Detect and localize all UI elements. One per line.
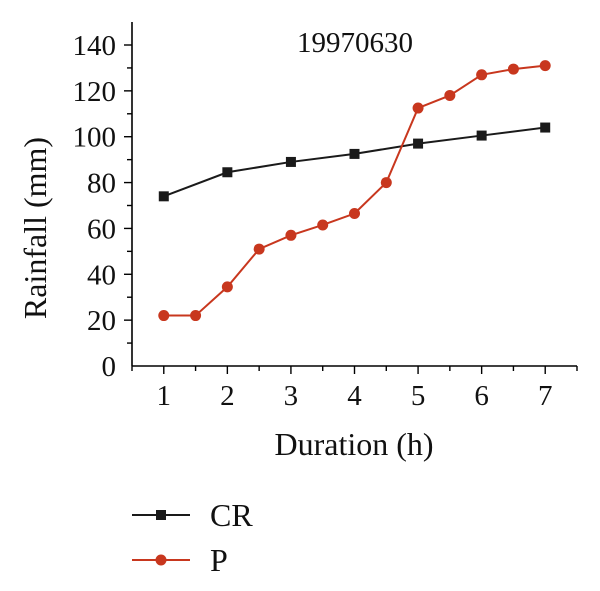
chart-title: 19970630	[297, 27, 413, 59]
y-tick-label-0: 0	[102, 351, 117, 383]
data-point-p	[317, 219, 328, 230]
data-point-cr	[159, 191, 169, 201]
x-tick-label-5: 5	[411, 380, 426, 412]
data-point-p	[222, 281, 233, 292]
y-tick-label-20: 20	[87, 305, 116, 337]
legend-marker-cr	[156, 510, 166, 520]
x-axis-title: Duration (h)	[274, 426, 433, 462]
series-layer	[158, 60, 550, 321]
x-tick-label-1: 1	[157, 380, 172, 412]
y-tick-label-80: 80	[87, 168, 116, 200]
data-point-cr	[413, 139, 423, 149]
x-tick-label-6: 6	[474, 380, 489, 412]
data-point-p	[540, 60, 551, 71]
x-tick-label-3: 3	[284, 380, 299, 412]
data-point-cr	[350, 149, 360, 159]
data-point-p	[285, 230, 296, 241]
y-axis-title: Rainfall (mm)	[17, 137, 53, 319]
series-line-p	[164, 66, 545, 316]
data-point-p	[476, 69, 487, 80]
data-point-p	[508, 64, 519, 75]
x-tick-label-4: 4	[347, 380, 362, 412]
series-line-cr	[164, 128, 545, 197]
y-tick-label-60: 60	[87, 213, 116, 245]
legend: CR P	[132, 497, 253, 578]
legend-marker-p	[156, 555, 167, 566]
data-point-cr	[286, 157, 296, 167]
data-point-p	[444, 90, 455, 101]
y-tick-label-140: 140	[73, 30, 117, 62]
x-tick-label-2: 2	[220, 380, 235, 412]
y-tick-label-120: 120	[73, 76, 117, 108]
y-tick-label-100: 100	[73, 122, 117, 154]
data-point-cr	[540, 123, 550, 133]
data-point-cr	[477, 131, 487, 141]
data-point-p	[190, 310, 201, 321]
data-point-p	[254, 244, 265, 255]
x-tick-label-7: 7	[538, 380, 553, 412]
legend-label-cr: CR	[210, 497, 253, 533]
y-tick-label-40: 40	[87, 259, 116, 291]
series-cr	[159, 123, 550, 202]
rainfall-chart: 19970630 Rainfall (mm) Duration (h) 0 20 4…	[0, 0, 600, 591]
data-point-p	[381, 177, 392, 188]
legend-label-p: P	[210, 542, 228, 578]
data-point-p	[413, 103, 424, 114]
data-point-cr	[222, 167, 232, 177]
data-point-p	[349, 208, 360, 219]
data-point-p	[158, 310, 169, 321]
series-p	[158, 60, 550, 321]
